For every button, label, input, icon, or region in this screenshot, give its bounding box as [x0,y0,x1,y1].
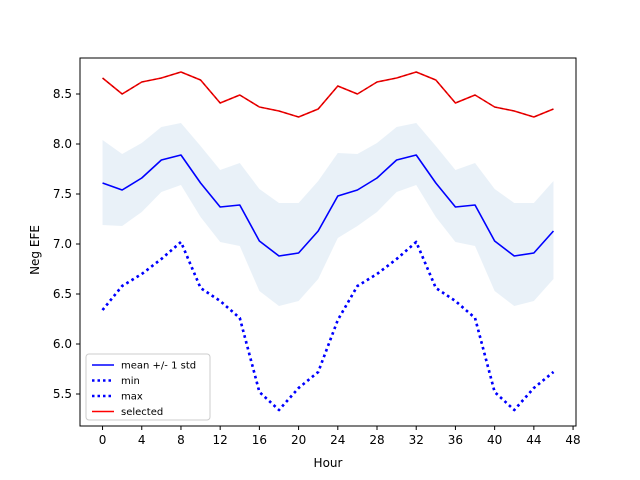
y-tick-label: 8.0 [53,137,72,151]
x-tick-label: 4 [138,433,146,447]
series-line-mean-1-std [102,154,555,257]
x-tick-label: 24 [330,433,345,447]
y-tick-label: 7.0 [53,237,72,251]
y-tick-label: 6.5 [53,287,72,301]
y-tick-label: 6.0 [53,337,72,351]
y-tick-label: 8.5 [53,87,72,101]
y-tick-label: 5.5 [53,387,72,401]
axes-frame [79,57,577,427]
x-axis-label: Hour [314,456,343,470]
legend-entry-label: mean +/- 1 std [121,361,196,372]
x-tick-label: 12 [213,433,228,447]
x-tick-label: 20 [291,433,306,447]
x-tick-label: 0 [99,433,107,447]
x-tick-label: 36 [448,433,463,447]
x-tick-label: 16 [252,433,267,447]
series-line-selected-overlay [102,71,554,118]
x-tick-label: 8 [177,433,185,447]
plot-area: 0 4 8 12 16 20 24 28 32 36 40 44 485.56.06.57.07.58.… [53,57,581,447]
legend: mean +/- 1 std min max selected [85,353,211,421]
x-tick-label: 48 [565,433,580,447]
x-tick-label: 44 [526,433,541,447]
x-tick-label: 32 [409,433,424,447]
y-tick-label: 7.5 [53,187,72,201]
legend-entry-label: min [121,376,140,387]
series-line-max [101,240,555,412]
x-tick-label: 40 [487,433,502,447]
legend-entry-label: selected [121,407,163,418]
legend-entry-label: max [121,392,143,403]
y-axis-label: Neg EFE [28,225,42,275]
legend-box [85,353,211,421]
x-tick-label: 28 [369,433,384,447]
